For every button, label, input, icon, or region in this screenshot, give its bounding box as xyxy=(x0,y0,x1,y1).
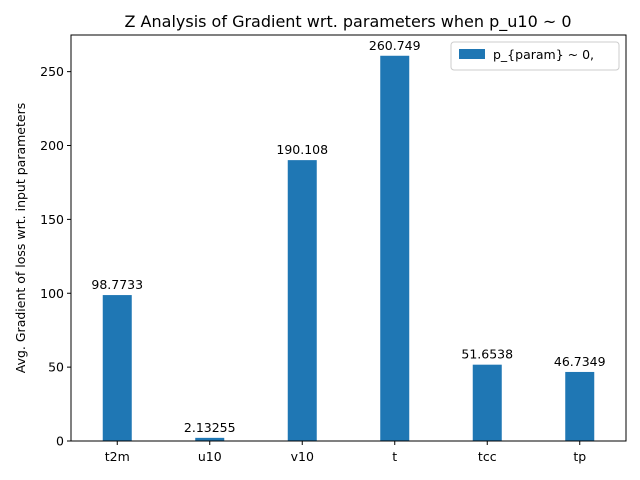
legend-label: p_{param} ~ 0, xyxy=(493,47,594,62)
bar-value-label-v10: 190.108 xyxy=(276,142,328,157)
y-tick-label-200: 200 xyxy=(40,138,64,153)
legend-swatch xyxy=(459,49,485,59)
x-tick-label-t2m: t2m xyxy=(105,449,130,464)
bar-value-label-t2m: 98.7733 xyxy=(91,277,143,292)
bar-value-label-u10: 2.13255 xyxy=(184,420,236,435)
bar-u10 xyxy=(195,437,225,441)
legend-box xyxy=(450,41,620,71)
y-axis: 0 50 100 150 200 250 xyxy=(40,64,71,449)
plot-frame xyxy=(70,34,627,442)
y-tick-label-150: 150 xyxy=(40,212,64,227)
bars-layer xyxy=(102,55,595,441)
legend: p_{param} ~ 0, xyxy=(450,41,620,71)
x-tick-label-t: t xyxy=(392,449,397,464)
bar-value-label-tp: 46.7349 xyxy=(554,354,606,369)
chart-title: Z Analysis of Gradient wrt. parameters w… xyxy=(125,12,572,32)
bar-v10 xyxy=(287,160,317,441)
x-tick-label-tcc: tcc xyxy=(478,449,497,464)
x-tick-label-tp: tp xyxy=(573,449,586,464)
bar-t xyxy=(380,55,410,441)
bar-value-label-t: 260.749 xyxy=(369,38,421,53)
bar-tcc xyxy=(472,364,502,441)
y-tick-label-100: 100 xyxy=(40,286,64,301)
x-tick-label-u10: u10 xyxy=(198,449,222,464)
y-axis-label: Avg. Gradient of loss wrt. input paramet… xyxy=(13,103,28,373)
x-tick-label-v10: v10 xyxy=(291,449,314,464)
bar-labels-layer: 98.7733 2.13255 190.108 260.749 51.6538 46.73… xyxy=(91,38,605,435)
y-tick-label-0: 0 xyxy=(56,434,64,449)
bar-value-label-tcc: 51.6538 xyxy=(461,347,513,362)
bar-t2m xyxy=(102,295,132,441)
y-tick-label-250: 250 xyxy=(40,64,64,79)
bar-tp xyxy=(565,371,595,441)
y-tick-label-50: 50 xyxy=(48,360,64,375)
x-axis: t2m u10 v10 t tcc tp xyxy=(105,441,586,464)
